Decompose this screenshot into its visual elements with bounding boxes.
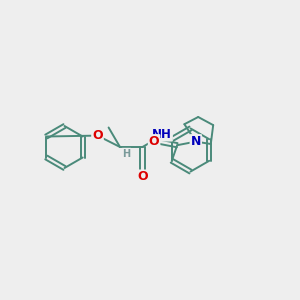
Text: NH: NH	[152, 128, 172, 141]
Text: O: O	[92, 129, 103, 142]
Text: H: H	[122, 148, 131, 159]
Text: O: O	[137, 170, 148, 184]
Text: O: O	[149, 135, 159, 148]
Text: N: N	[190, 135, 201, 148]
